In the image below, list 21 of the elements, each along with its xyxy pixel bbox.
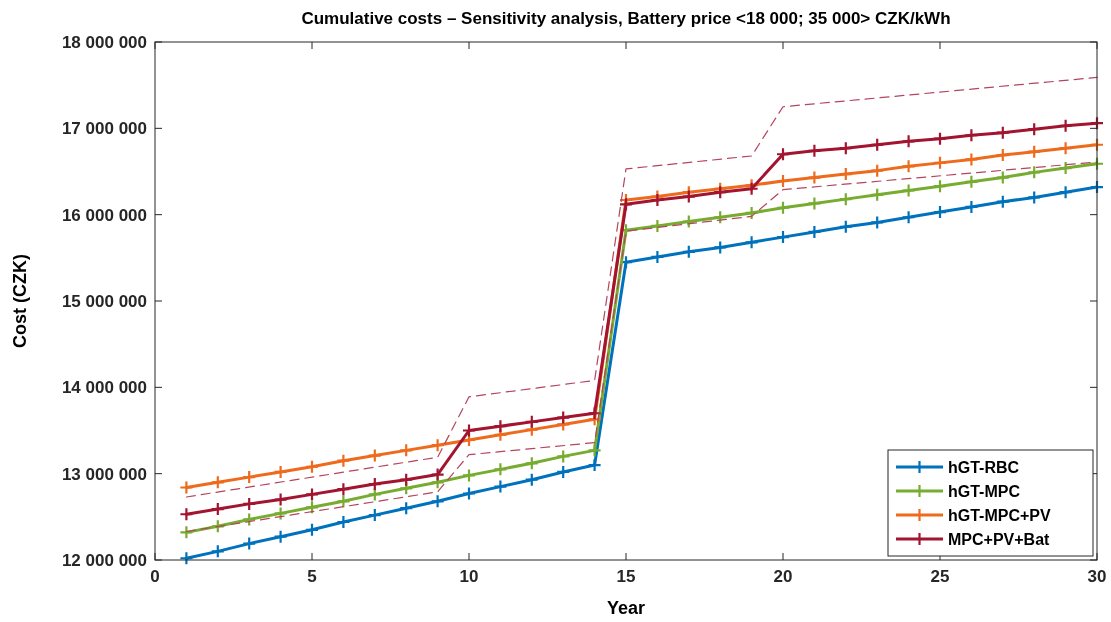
- legend-label: hGT-MPC: [948, 482, 1021, 500]
- x-tick-label: 0: [150, 567, 160, 586]
- y-tick-label: 18 000 000: [61, 32, 147, 52]
- x-tick-label: 5: [307, 567, 317, 586]
- x-tick-label: 15: [616, 567, 636, 586]
- legend-label: MPC+PV+Bat: [948, 530, 1051, 548]
- y-tick-label: 15 000 000: [61, 291, 147, 311]
- y-tick-label: 12 000 000: [61, 550, 147, 570]
- y-tick-label: 14 000 000: [61, 378, 147, 398]
- y-tick-label: 16 000 000: [61, 205, 147, 225]
- x-tick-label: 30: [1087, 567, 1107, 586]
- x-tick-label: 25: [930, 567, 950, 586]
- x-axis-title: Year: [606, 598, 646, 618]
- chart-title: Cumulative costs – Sensitivity analysis, Battery price <18 000; 35 000> CZK/kWh: [301, 9, 951, 28]
- x-tick-label: 10: [459, 567, 479, 586]
- legend-label: hGT-RBC: [948, 458, 1020, 476]
- y-tick-label: 17 000 000: [61, 119, 147, 139]
- y-axis-title: Cost (CZK): [10, 254, 30, 348]
- y-tick-label: 13 000 000: [61, 464, 147, 484]
- x-tick-label: 20: [773, 567, 793, 586]
- legend-label: hGT-MPC+PV: [948, 506, 1052, 524]
